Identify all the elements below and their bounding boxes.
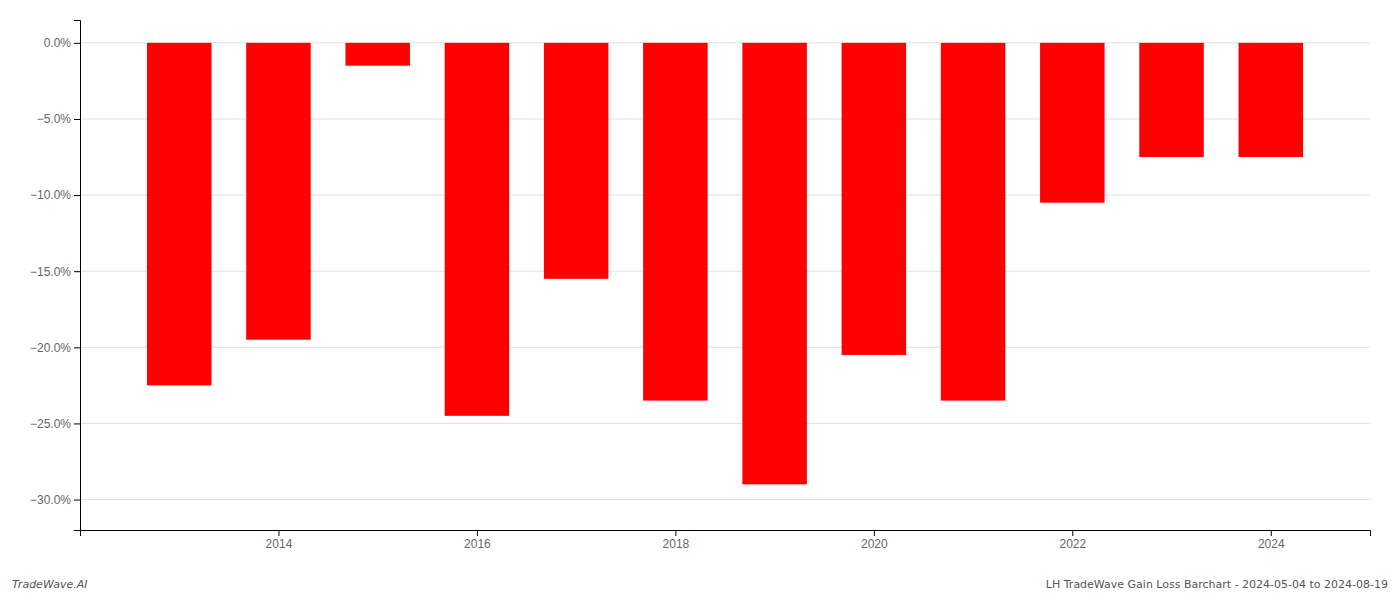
tick-label: −30.0% — [30, 493, 71, 507]
tick-mark — [477, 530, 478, 536]
bar — [345, 43, 410, 66]
tick: 2014 — [266, 530, 293, 551]
tick: −20.0% — [30, 341, 80, 355]
tick-label: −20.0% — [30, 341, 71, 355]
y-axis: 0.0% −5.0% −10.0% −15.0% −20.0% −25.0% −30.0% — [30, 21, 81, 531]
tick: 0.0% — [44, 36, 80, 50]
tick: −15.0% — [30, 265, 80, 279]
tick: 2024 — [1258, 530, 1285, 551]
bar — [246, 43, 311, 340]
tick: 2020 — [861, 530, 888, 551]
tick-mark — [74, 195, 80, 196]
tick: 2018 — [663, 530, 690, 551]
tick-mark — [74, 271, 80, 272]
tick-mark — [1271, 530, 1272, 536]
chart: 0.0% −5.0% −10.0% −15.0% −20.0% −25.0% −30.0% 2… — [0, 0, 1400, 600]
tick: −25.0% — [30, 417, 80, 431]
tick-label: −5.0% — [37, 112, 72, 126]
tick-label: 2020 — [861, 537, 888, 551]
tick-mark — [74, 119, 80, 120]
tick-mark — [675, 530, 676, 536]
footer-left: TradeWave.AI — [12, 578, 87, 591]
bar — [147, 43, 212, 386]
grid-line — [80, 499, 1370, 500]
tick: 2022 — [1059, 530, 1086, 551]
tick-mark — [874, 530, 875, 536]
plot: 0.0% −5.0% −10.0% −15.0% −20.0% −25.0% −30.0% 2… — [30, 21, 1371, 551]
tick-label: −15.0% — [30, 265, 71, 279]
axis-line — [74, 21, 81, 531]
tick: −5.0% — [37, 112, 80, 126]
tick-label: 0.0% — [44, 36, 72, 50]
tick-mark — [74, 423, 80, 424]
tick-label: 2024 — [1258, 537, 1285, 551]
tick-mark — [74, 43, 80, 44]
tick-label: 2018 — [663, 537, 690, 551]
tick-label: 2014 — [266, 537, 293, 551]
bar — [742, 43, 807, 484]
tick: −10.0% — [30, 188, 80, 202]
tick-mark — [278, 530, 279, 536]
bar — [1139, 43, 1204, 157]
bar — [445, 43, 510, 416]
tick-label: −25.0% — [30, 417, 71, 431]
tick-label: 2016 — [464, 537, 491, 551]
grid — [80, 43, 1370, 500]
tick: 2016 — [464, 530, 491, 551]
grid-line — [80, 347, 1370, 348]
tick-label: 2022 — [1059, 537, 1086, 551]
grid-line — [80, 423, 1370, 424]
x-axis: 2014 2016 2018 2020 2022 2024 — [81, 530, 1371, 551]
bar — [544, 43, 609, 279]
footer-right: LH TradeWave Gain Loss Barchart - 2024-0… — [1046, 578, 1388, 591]
tick-mark — [74, 500, 80, 501]
bar — [941, 43, 1006, 401]
tick-label: −10.0% — [30, 188, 71, 202]
tick-mark — [74, 347, 80, 348]
bar — [1040, 43, 1105, 203]
bars — [147, 43, 1303, 484]
bar — [1239, 43, 1304, 157]
bar — [842, 43, 907, 355]
tick-mark — [1072, 530, 1073, 536]
axis-line — [81, 531, 1371, 537]
tick: −30.0% — [30, 493, 80, 507]
bar — [643, 43, 708, 401]
